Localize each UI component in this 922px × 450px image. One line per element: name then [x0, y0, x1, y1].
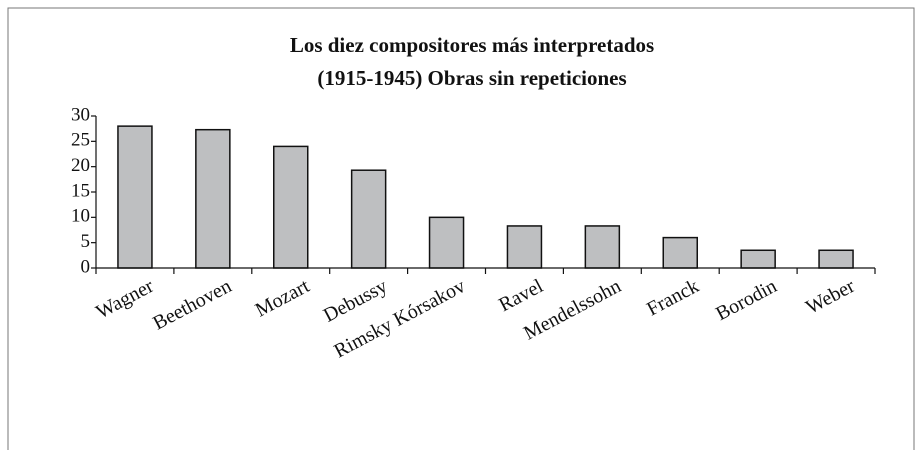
- y-tick-label: 10: [71, 206, 90, 227]
- x-tick-label: Rimsky Kórsakov: [331, 275, 469, 362]
- x-tick-label: Borodin: [712, 275, 780, 325]
- bar: [117, 125, 153, 269]
- bar: [428, 216, 465, 269]
- bar: [506, 225, 543, 269]
- x-tick-label: Wagner: [92, 275, 157, 324]
- bar: [273, 145, 309, 269]
- y-tick-label: 30: [71, 104, 90, 125]
- x-tick-label: Franck: [643, 275, 702, 321]
- bar: [195, 128, 231, 269]
- y-tick-label: 15: [71, 180, 90, 201]
- bar: [662, 236, 698, 269]
- y-tick-label: 20: [71, 155, 90, 176]
- bar: [584, 225, 621, 269]
- x-tick-label: Weber: [802, 275, 858, 319]
- x-tick-label: Mozart: [252, 275, 314, 322]
- frame: [7, 7, 915, 450]
- y-tick-label: 25: [71, 130, 90, 151]
- x-tick-label: Ravel: [495, 275, 547, 317]
- bar: [818, 249, 854, 269]
- bar: [350, 169, 387, 269]
- x-tick-label: Beethoven: [149, 275, 235, 335]
- chart-title: Los diez compositores más interpretados: [290, 33, 654, 57]
- bar: [740, 249, 776, 269]
- chart-title: (1915-1945) Obras sin repeticiones: [317, 66, 626, 90]
- y-tick-label: 0: [81, 256, 91, 277]
- y-tick-label: 5: [81, 231, 91, 252]
